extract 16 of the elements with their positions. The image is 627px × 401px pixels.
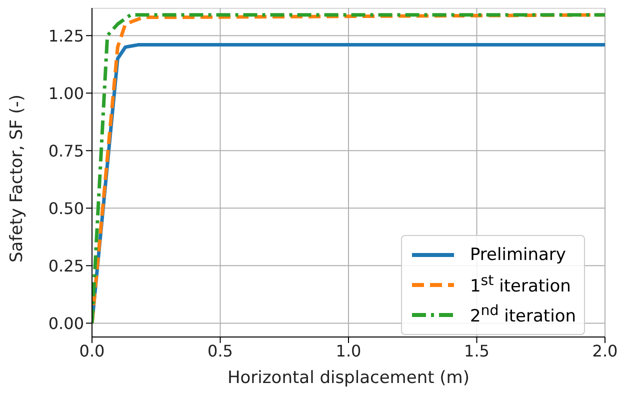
x-tick-label: 0.0 — [79, 341, 105, 360]
legend-label: 2$^{nd}$ iteration — [470, 303, 576, 327]
y-axis-title: Safety Factor, SF (-) — [7, 94, 28, 262]
x-tick-label: 0.5 — [208, 341, 233, 360]
y-tick-label: 0.75 — [48, 141, 84, 160]
legend-label: 1$^{st}$ iteration — [470, 273, 571, 297]
y-tick-label: 1.25 — [48, 26, 84, 46]
x-tick-label: 1.0 — [336, 341, 362, 360]
legend-label: Preliminary — [470, 245, 566, 265]
y-tick-label: 0.00 — [48, 314, 84, 333]
y-tick-label: 0.25 — [48, 256, 84, 276]
x-tick-label: 1.5 — [464, 341, 490, 360]
x-axis-title: Horizontal displacement (m) — [227, 368, 470, 388]
x-tick-label: 2.0 — [592, 341, 618, 360]
y-tick-label: 1.00 — [48, 84, 84, 103]
y-tick-label: 0.50 — [48, 198, 84, 218]
